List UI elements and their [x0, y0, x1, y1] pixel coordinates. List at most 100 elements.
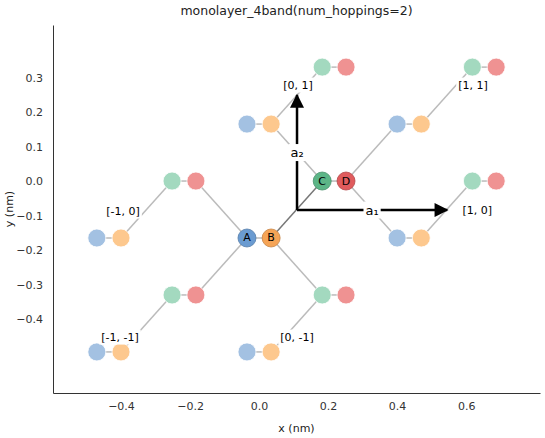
tick: 0.1 [26, 141, 54, 154]
tick-label: −0.4 [16, 313, 43, 326]
tick: −0.3 [16, 279, 53, 292]
cell-label-group: [1, 1] [456, 78, 490, 93]
y-axis: −0.4 −0.3 −0.2 −0.1 0.0 0.1 0.2 0.3 [16, 26, 53, 394]
tick: 0.0 [251, 393, 269, 413]
vector-label-background [288, 144, 305, 161]
axis-line [53, 26, 54, 394]
neighbor-atom [262, 115, 280, 133]
vector-label-background [363, 202, 380, 219]
neighbor-atom [238, 115, 256, 133]
tick-label: 0.2 [26, 106, 44, 119]
vector-label: a₁ [365, 203, 378, 218]
hopping [346, 124, 397, 181]
tick: 0.2 [26, 106, 54, 119]
cell-label-group: [-1, 0] [104, 204, 142, 219]
vector-label: a₂ [290, 145, 303, 160]
vector-label-group: a₁ [363, 202, 380, 219]
neighbor-atom [463, 172, 481, 190]
tick-label: −0.3 [16, 279, 43, 292]
tick: 0.2 [320, 393, 338, 413]
labels: A B C Da₁ a₂ [0, 1] [1, 1] [-1, 0] [1, 0] [-1, -1… [99, 78, 494, 345]
hopping [271, 295, 322, 352]
tick-label: −0.2 [16, 244, 43, 257]
plot-area [88, 58, 505, 361]
neighbor-atom [238, 343, 256, 361]
y-axis-title: y (nm) [3, 191, 16, 227]
chart: −0.4 −0.2 0.0 0.2 0.4 0.6 −0.4 −0.3 −0.2 −0.1 0.0 0… [0, 0, 545, 438]
cell-label: [0, -1] [280, 331, 314, 344]
neighbor-atom [313, 286, 331, 304]
tick-label: 0.3 [26, 71, 44, 84]
tick: −0.1 [16, 210, 53, 223]
tick-label: −0.2 [177, 400, 204, 413]
tick-label: 0.1 [26, 141, 44, 154]
tick-label: −0.1 [16, 210, 43, 223]
neighbor-atom [187, 172, 205, 190]
vector-label-group: a₂ [288, 144, 305, 161]
hopping [196, 181, 247, 238]
atom [313, 172, 331, 190]
tick-label: −0.4 [108, 400, 135, 413]
cell-label: [-1, 0] [106, 205, 140, 218]
atom-label: C [318, 175, 326, 188]
neighbor-atom [88, 229, 106, 247]
neighbor-atom [388, 115, 406, 133]
cell-label: [1, 1] [458, 79, 488, 92]
cell-label: [0, 1] [283, 79, 313, 92]
neighbor-atom [412, 115, 430, 133]
tick: 0.6 [458, 393, 476, 413]
atom-label: A [243, 231, 251, 244]
tick-label: 0.2 [320, 400, 338, 413]
neighbor-atom [112, 229, 130, 247]
tick: 0.4 [389, 393, 407, 413]
tick: −0.2 [177, 393, 204, 413]
tick-label: 0.0 [251, 400, 269, 413]
cell-label-group: [-1, -1] [99, 330, 141, 345]
neighbor-atom [487, 172, 505, 190]
tick: 0.0 [26, 175, 54, 188]
atom-label: D [342, 175, 350, 188]
cell-label-background [281, 78, 315, 93]
neighbor-atom [337, 58, 355, 76]
atom [262, 229, 280, 247]
neighbor-atom [262, 343, 280, 361]
neighbor-atom [112, 343, 130, 361]
hopping [421, 67, 472, 124]
cell-label-background [460, 203, 494, 218]
cell-label-background [104, 204, 142, 219]
tick-label: 0.0 [26, 175, 44, 188]
x-axis-title: x (nm) [278, 422, 314, 435]
tick: 0.3 [26, 71, 54, 84]
neighbor-atom [88, 343, 106, 361]
atom-label: B [267, 231, 275, 244]
cell-label: [-1, -1] [101, 331, 139, 344]
atom [238, 229, 256, 247]
cell-label-group: [0, -1] [278, 330, 316, 345]
hopping [271, 238, 322, 295]
neighbor-atom [163, 286, 181, 304]
neighbor-atom [163, 172, 181, 190]
cell-label-background [99, 330, 141, 345]
neighbor-atom [187, 286, 205, 304]
title: monolayer_4band(num_hoppings=2) [180, 3, 412, 18]
cell-label-background [456, 78, 490, 93]
atom [337, 172, 355, 190]
neighbor-atom [487, 58, 505, 76]
cell-label-group: [0, 1] [281, 78, 315, 93]
tick: −0.4 [16, 313, 53, 326]
neighbor-atom [313, 58, 331, 76]
cell-label-background [278, 330, 316, 345]
neighbor-atom [412, 229, 430, 247]
axis-line [54, 393, 541, 394]
hopping [196, 238, 247, 295]
cell-label: [1, 0] [462, 204, 492, 217]
cell-label-group: [1, 0] [460, 203, 494, 218]
neighbor-atom [337, 286, 355, 304]
neighbor-atom [388, 229, 406, 247]
tick: −0.2 [16, 244, 53, 257]
tick-label: 0.4 [389, 400, 407, 413]
neighbor-atom [463, 58, 481, 76]
tick: −0.4 [108, 393, 135, 413]
x-axis: −0.4 −0.2 0.0 0.2 0.4 0.6 [54, 393, 541, 413]
tick-label: 0.6 [458, 400, 476, 413]
